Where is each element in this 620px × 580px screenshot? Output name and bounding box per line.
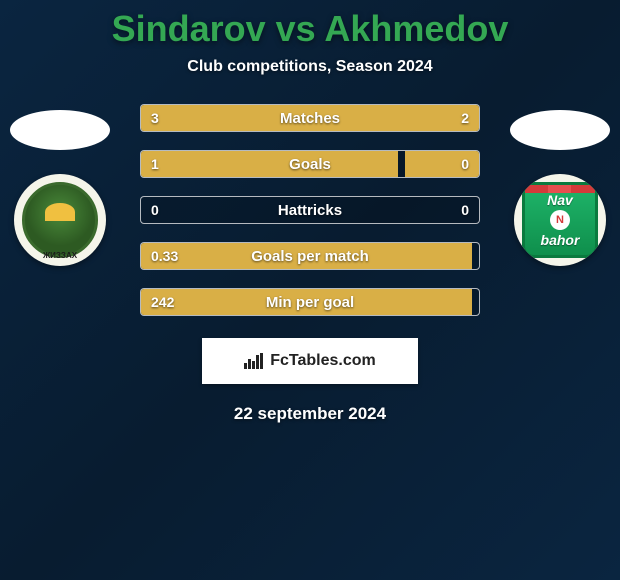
stat-row-matches: 32Matches xyxy=(140,104,480,132)
stat-row-goals-per-match: 0.33Goals per match xyxy=(140,242,480,270)
player-left-name: Sindarov xyxy=(112,8,266,49)
vs-text: vs xyxy=(276,8,316,49)
stat-row-hattricks: 00Hattricks xyxy=(140,196,480,224)
stat-label: Min per goal xyxy=(141,294,479,311)
brand-chart-icon xyxy=(244,353,264,369)
subtitle: Club competitions, Season 2024 xyxy=(187,58,432,76)
stat-label: Hattricks xyxy=(141,202,479,219)
brand-text: FcTables.com xyxy=(270,352,376,370)
page-title: Sindarov vs Akhmedov xyxy=(112,8,509,50)
date-text: 22 september 2024 xyxy=(234,404,386,424)
stat-row-min-per-goal: 242Min per goal xyxy=(140,288,480,316)
stat-row-goals: 10Goals xyxy=(140,150,480,178)
player-right-name: Akhmedov xyxy=(324,8,508,49)
stat-label: Goals per match xyxy=(141,248,479,265)
stats-area: 32Matches 10Goals 00Hattricks 0.33Goals per… xyxy=(0,104,620,316)
brand-box[interactable]: FcTables.com xyxy=(202,338,418,384)
stat-label: Goals xyxy=(141,156,479,173)
stat-label: Matches xyxy=(141,110,479,127)
